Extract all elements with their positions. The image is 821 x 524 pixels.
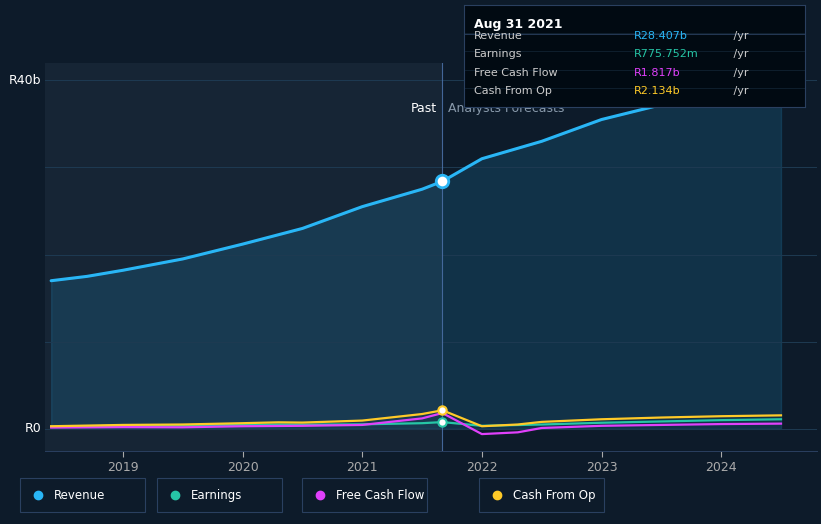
Text: Aug 31 2021: Aug 31 2021 — [474, 17, 562, 30]
Text: R2.134b: R2.134b — [635, 86, 681, 96]
Text: /yr: /yr — [730, 68, 748, 78]
Text: Free Cash Flow: Free Cash Flow — [336, 489, 424, 501]
Text: /yr: /yr — [730, 31, 748, 41]
Text: R1.817b: R1.817b — [635, 68, 681, 78]
Text: Past: Past — [410, 102, 437, 115]
Text: /yr: /yr — [730, 86, 748, 96]
Bar — [443, 63, 817, 451]
Text: /yr: /yr — [730, 49, 748, 59]
Text: Earnings: Earnings — [190, 489, 242, 501]
Text: R0: R0 — [25, 422, 41, 435]
Text: Revenue: Revenue — [54, 489, 105, 501]
Text: Earnings: Earnings — [474, 49, 523, 59]
Text: Revenue: Revenue — [474, 31, 523, 41]
Text: Analysts Forecasts: Analysts Forecasts — [448, 102, 565, 115]
Text: Cash From Op: Cash From Op — [512, 489, 595, 501]
Bar — [45, 63, 443, 451]
Text: R775.752m: R775.752m — [635, 49, 699, 59]
Text: R40b: R40b — [9, 74, 41, 87]
Text: Cash From Op: Cash From Op — [474, 86, 552, 96]
Text: R28.407b: R28.407b — [635, 31, 688, 41]
Text: Free Cash Flow: Free Cash Flow — [474, 68, 557, 78]
